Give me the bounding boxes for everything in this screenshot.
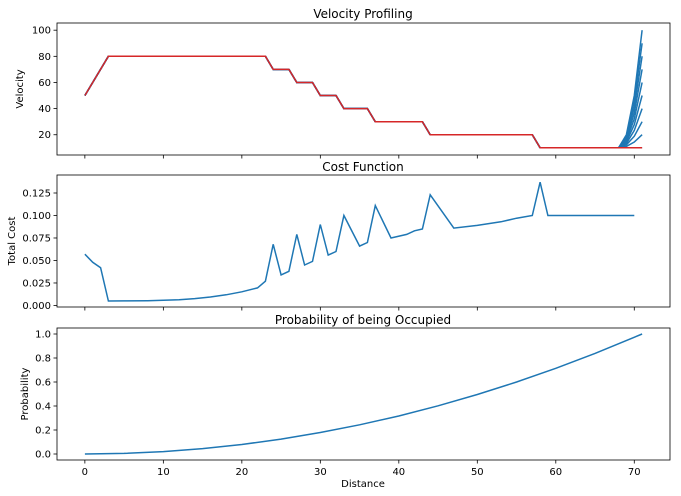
distance-xlabel: Distance (341, 479, 385, 490)
cost-ytick-label: 0.000 (22, 301, 51, 312)
velocity-panel: Velocity Profiling Velocity 20 40 60 80 100 (15, 7, 671, 159)
velocity-ytick-label: 20 (38, 130, 51, 141)
cost-ytick-label: 0.125 (22, 188, 51, 199)
velocity-profile-line (84, 55, 643, 149)
velocity-ytick-label: 60 (38, 78, 51, 89)
probability-ytick-label: 1.0 (35, 330, 51, 341)
cost-title: Cost Function (322, 160, 404, 174)
probability-xtick-label: 40 (392, 467, 405, 478)
cost-panel: Cost Function Total Cost 0.000 0.025 0.050… (7, 160, 671, 312)
probability-xtick-label: 20 (235, 467, 248, 478)
cost-ytick-label: 0.075 (22, 233, 51, 244)
probability-series-line (84, 333, 643, 455)
velocity-profile-line (84, 43, 643, 149)
velocity-ytick-label: 100 (32, 26, 51, 37)
probability-ticks: 0.0 0.2 0.4 0.6 0.8 1.0 0 10 20 30 40 50 60 70 (35, 330, 641, 479)
velocity-marks (84, 30, 643, 149)
velocity-ticks: 20 40 60 80 100 (32, 26, 635, 159)
velocity-profile-line (84, 55, 643, 149)
probability-ytick-label: 0.4 (35, 402, 51, 413)
cost-ytick-label: 0.100 (22, 211, 51, 222)
velocity-optimal-line (84, 55, 643, 149)
probability-xtick-label: 60 (549, 467, 562, 478)
cost-ylabel: Total Cost (7, 217, 18, 267)
velocity-profile-line (84, 55, 643, 149)
cost-axes-frame (56, 174, 671, 308)
cost-ytick-label: 0.050 (22, 256, 51, 267)
probability-xtick-label: 0 (82, 467, 88, 478)
velocity-title: Velocity Profiling (313, 7, 412, 21)
probability-xtick-label: 10 (157, 467, 170, 478)
probability-ylabel: Probability (20, 367, 31, 420)
velocity-profile-line (84, 55, 643, 149)
probability-xtick-label: 30 (314, 467, 327, 478)
probability-axes-frame (56, 327, 671, 461)
probability-xtick-label: 70 (628, 467, 641, 478)
velocity-profile-line (84, 55, 643, 149)
velocity-ylabel: Velocity (15, 69, 26, 108)
velocity-profile-line (84, 55, 643, 149)
velocity-ytick-label: 80 (38, 52, 51, 63)
cost-marks (84, 182, 635, 302)
velocity-axes-frame (56, 22, 671, 156)
velocity-profile-line (84, 55, 643, 149)
cost-ticks: 0.000 0.025 0.050 0.075 0.100 0.125 (22, 188, 635, 312)
cost-series-line (84, 182, 635, 302)
velocity-ytick-label: 40 (38, 104, 51, 115)
probability-ytick-label: 0.0 (35, 450, 51, 461)
velocity-profile-line (84, 55, 643, 149)
probability-ytick-label: 0.8 (35, 354, 51, 365)
probability-xtick-label: 50 (471, 467, 484, 478)
cost-ytick-label: 0.025 (22, 278, 51, 289)
probability-panel: Probability of being Occupied Probabilit… (20, 313, 671, 490)
probability-marks (84, 333, 643, 455)
probability-ytick-label: 0.6 (35, 378, 51, 389)
velocity-profile-line (84, 30, 643, 149)
probability-title: Probability of being Occupied (275, 313, 451, 327)
probability-ytick-label: 0.2 (35, 426, 51, 437)
